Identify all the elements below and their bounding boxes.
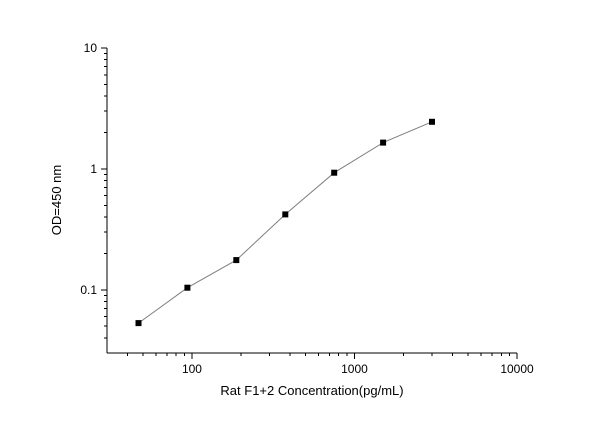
y-tick-label: 1	[90, 162, 97, 176]
data-point	[331, 169, 338, 176]
series-line	[138, 121, 433, 324]
y-tick-label: 0.1	[80, 283, 97, 297]
y-axis-title: OD=450 nm	[49, 165, 64, 235]
x-tick-label: 1000	[341, 362, 368, 376]
data-point	[233, 257, 240, 264]
data-point	[380, 139, 387, 146]
x-tick-label: 100	[182, 362, 202, 376]
x-tick-label: 10000	[500, 362, 534, 376]
data-point	[135, 320, 142, 327]
y-tick-label: 10	[84, 41, 98, 55]
data-point	[282, 211, 289, 218]
x-axis-title: Rat F1+2 Concentration(pg/mL)	[220, 383, 403, 398]
tick-group	[101, 47, 518, 359]
data-point	[429, 118, 435, 125]
tick-label-group: 100 1000 10000 0.1 1 10	[80, 41, 534, 376]
plot-area	[135, 118, 435, 327]
data-point	[184, 284, 191, 291]
